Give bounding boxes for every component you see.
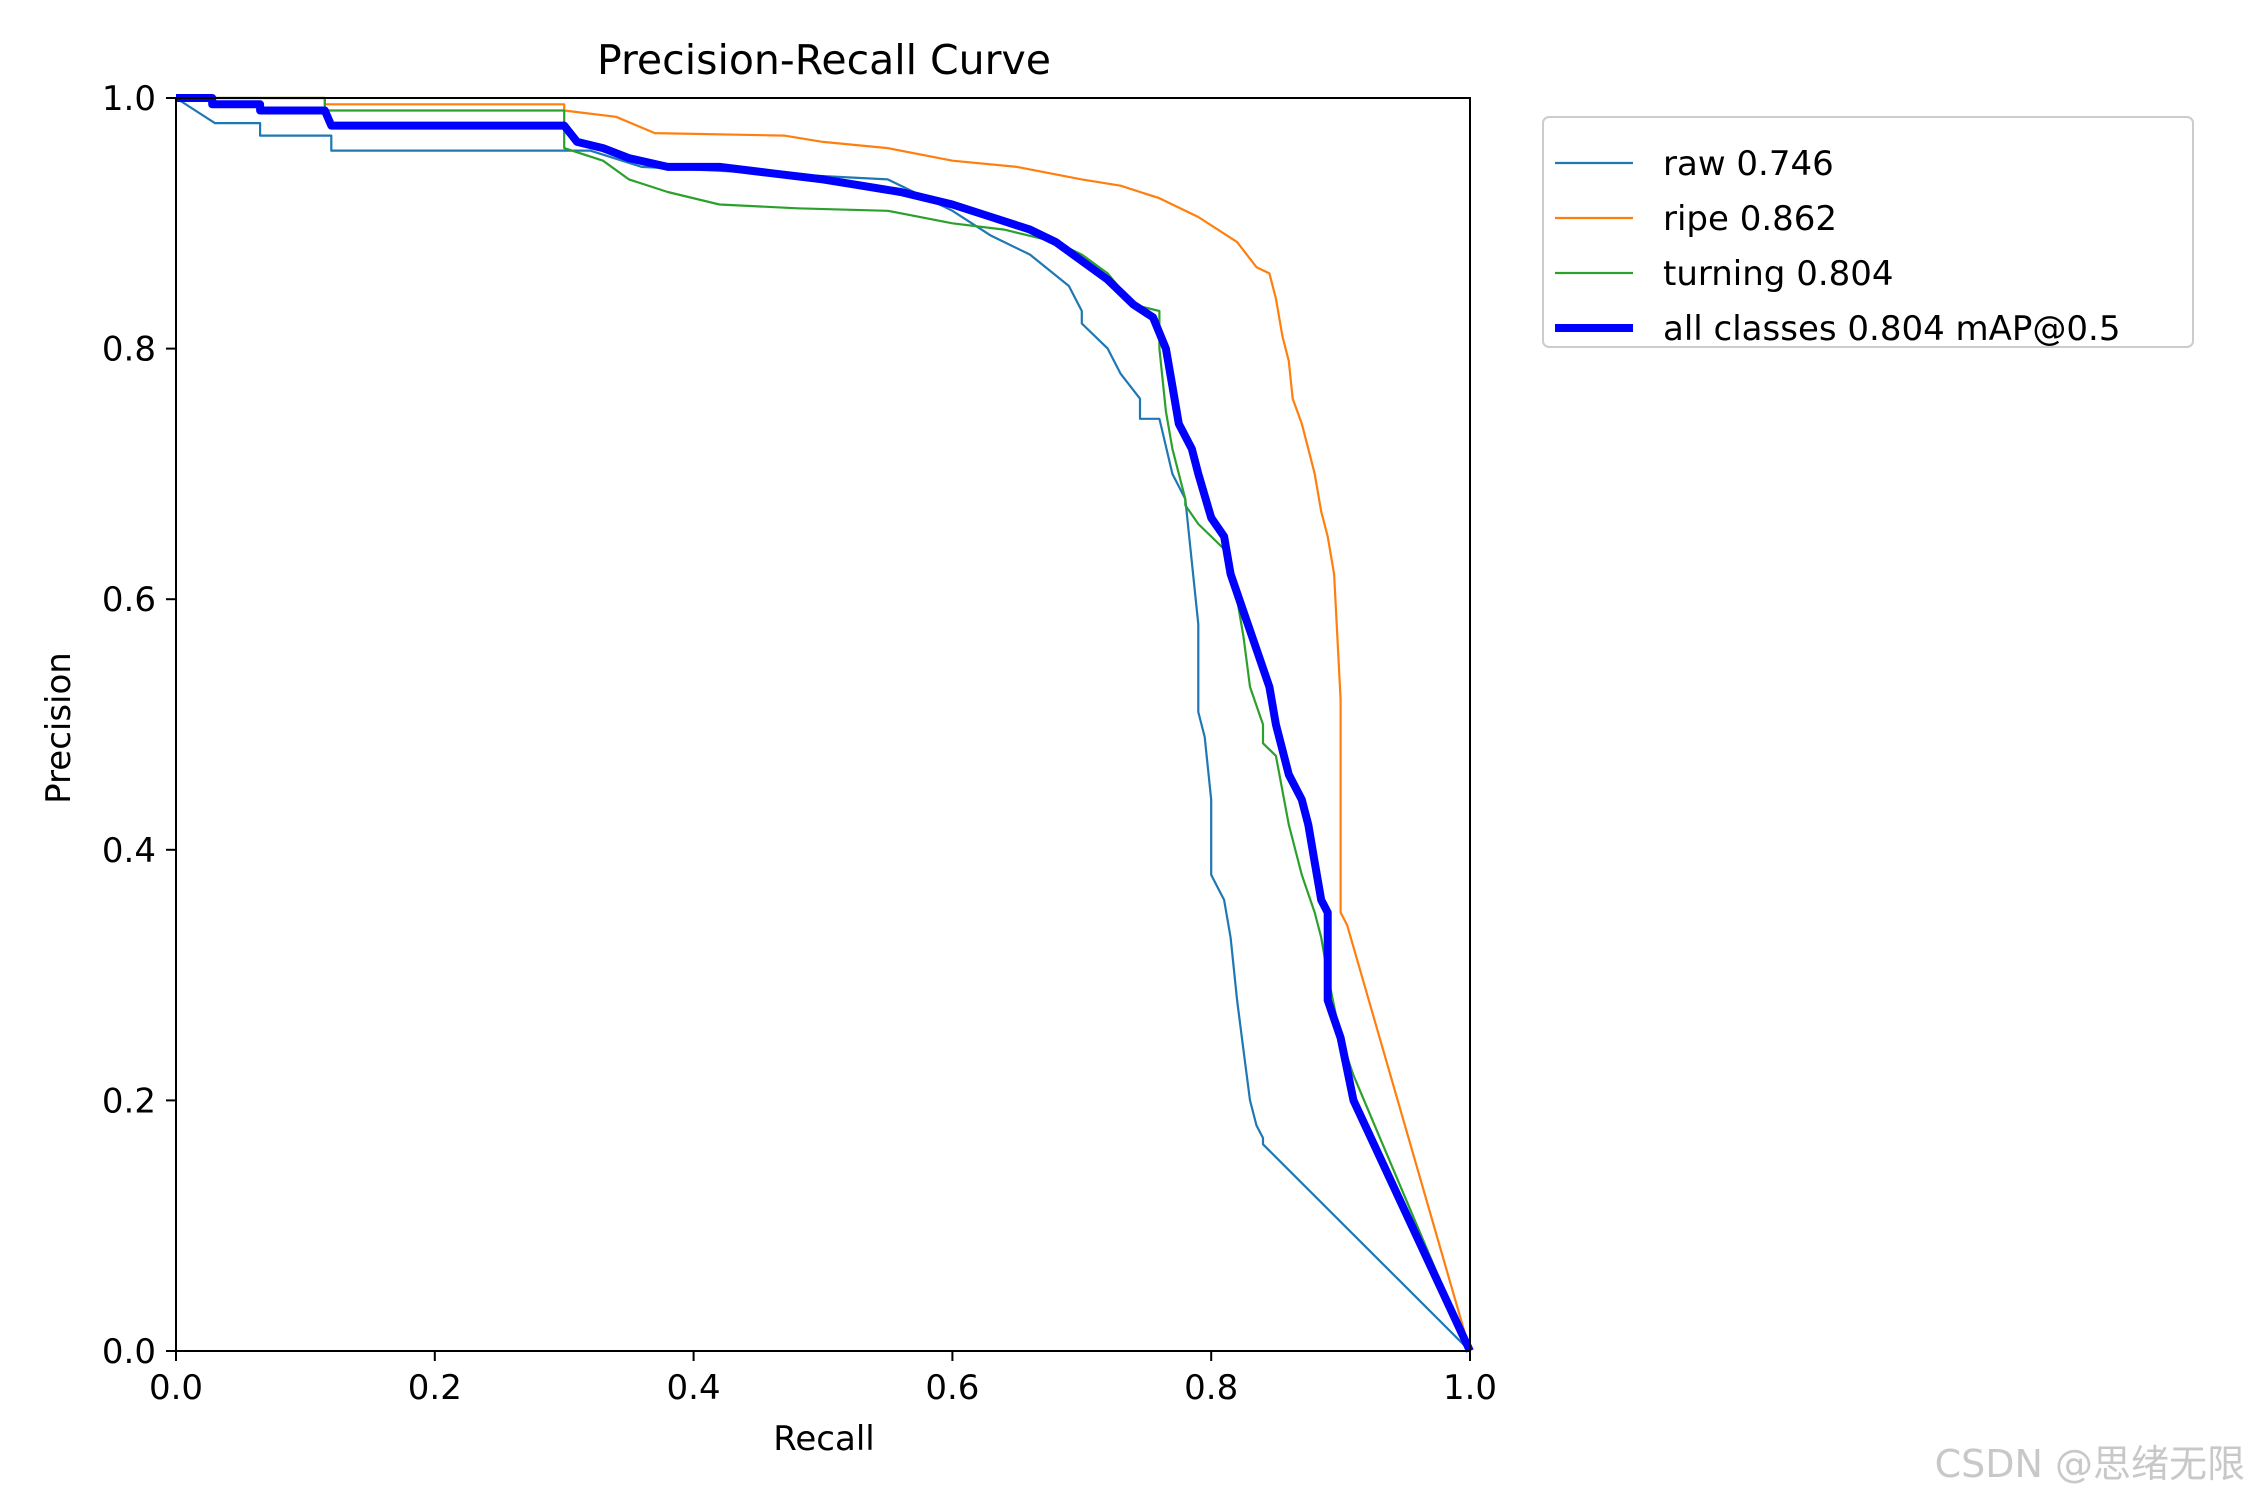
series-line-raw-0-746 xyxy=(175,97,1471,1352)
chart-title: Precision-Recall Curve xyxy=(597,36,1051,84)
legend-label: ripe 0.862 xyxy=(1663,199,1837,239)
x-tick-label: 0.6 xyxy=(925,1368,979,1408)
x-tick-label: 0.8 xyxy=(1184,1368,1238,1408)
x-tick-label: 0.0 xyxy=(149,1368,203,1408)
y-tick-label: 1.0 xyxy=(102,79,156,119)
x-tick-label: 1.0 xyxy=(1443,1368,1497,1408)
ticks-layer: 0.0 0.2 0.4 0.6 0.8 1.0 0.0 0.2 0.4 0.6 0.8 1.0 xyxy=(102,79,1497,1408)
legend-box xyxy=(1542,116,2194,348)
x-tick-label: 0.2 xyxy=(408,1368,462,1408)
series-line-ripe-0-862 xyxy=(176,96,1472,1352)
legend-label: all classes 0.804 mAP@0.5 xyxy=(1663,309,2120,349)
legend-label: raw 0.746 xyxy=(1663,144,1834,184)
y-tick-label: 0.2 xyxy=(102,1081,156,1121)
series-line-turning-0-804 xyxy=(176,96,1472,1352)
x-tick-label: 0.4 xyxy=(667,1368,721,1408)
y-tick-label: 0.6 xyxy=(102,580,156,620)
y-tick-label: 0.8 xyxy=(102,330,156,370)
y-axis-title: Precision xyxy=(39,652,79,804)
plot-frame xyxy=(175,97,1471,1352)
watermark: CSDN @思绪无限 xyxy=(1935,1442,2245,1486)
series-layer xyxy=(175,94,1474,1353)
legend-label: turning 0.804 xyxy=(1663,254,1894,294)
y-tick-label: 0.0 xyxy=(102,1332,156,1372)
y-tick-label: 0.4 xyxy=(102,831,156,871)
legend: raw 0.746 ripe 0.862 turning 0.804 all clas… xyxy=(1542,116,2194,349)
x-axis-title: Recall xyxy=(773,1419,874,1459)
series-line-all-classes-0-804-map-0-5 xyxy=(176,94,1474,1353)
